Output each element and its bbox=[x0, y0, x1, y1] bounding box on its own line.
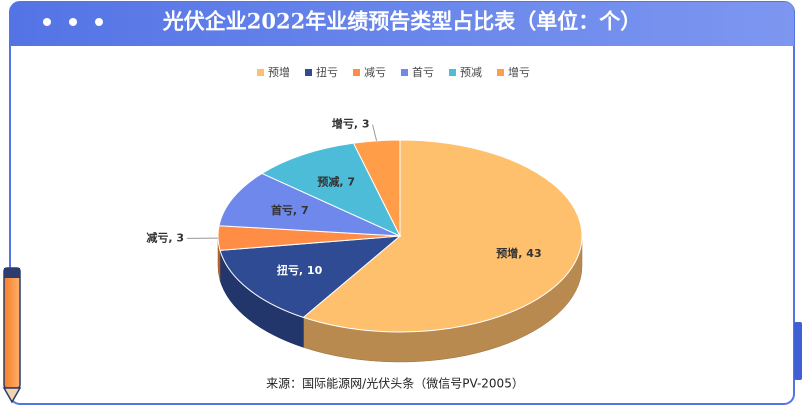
data-label: 首亏, 7 bbox=[271, 203, 309, 217]
legend-swatch bbox=[305, 69, 312, 76]
side-tab bbox=[794, 322, 802, 380]
legend-label: 增亏 bbox=[508, 65, 530, 79]
slice bbox=[218, 172, 401, 237]
leader-line bbox=[372, 124, 378, 141]
legend-swatch bbox=[401, 69, 408, 76]
legend-label: 减亏 bbox=[364, 66, 386, 79]
legend-label: 预减 bbox=[460, 66, 482, 79]
slice bbox=[260, 142, 402, 238]
legend-swatch bbox=[497, 69, 504, 76]
pencil bbox=[2, 267, 22, 404]
data-label: 增亏, 3 bbox=[332, 117, 370, 131]
title-bar bbox=[10, 2, 794, 46]
dot bbox=[69, 18, 77, 26]
data-label: 预增, 43 bbox=[496, 246, 541, 260]
dot bbox=[95, 18, 103, 26]
legend-swatch bbox=[353, 69, 360, 76]
pie-top bbox=[217, 139, 583, 333]
data-label: 减亏, 3 bbox=[146, 230, 184, 244]
legend-label: 预增 bbox=[268, 65, 290, 79]
chart-title: 光伏企业2022年业绩预告类型占比表（单位：个） bbox=[162, 9, 641, 34]
legend-label: 扭亏 bbox=[316, 65, 338, 79]
dot bbox=[43, 18, 51, 26]
slice bbox=[219, 235, 402, 318]
legend-swatch bbox=[257, 69, 264, 76]
legend-label: 首亏 bbox=[412, 65, 434, 79]
data-label: 扭亏, 10 bbox=[277, 263, 323, 277]
legend-swatch bbox=[449, 69, 456, 76]
slice bbox=[302, 139, 583, 333]
slice bbox=[352, 139, 401, 237]
data-label: 预减, 7 bbox=[317, 174, 355, 188]
source: 来源：国际能源网/光伏头条（微信号PV-2005） bbox=[266, 377, 524, 391]
